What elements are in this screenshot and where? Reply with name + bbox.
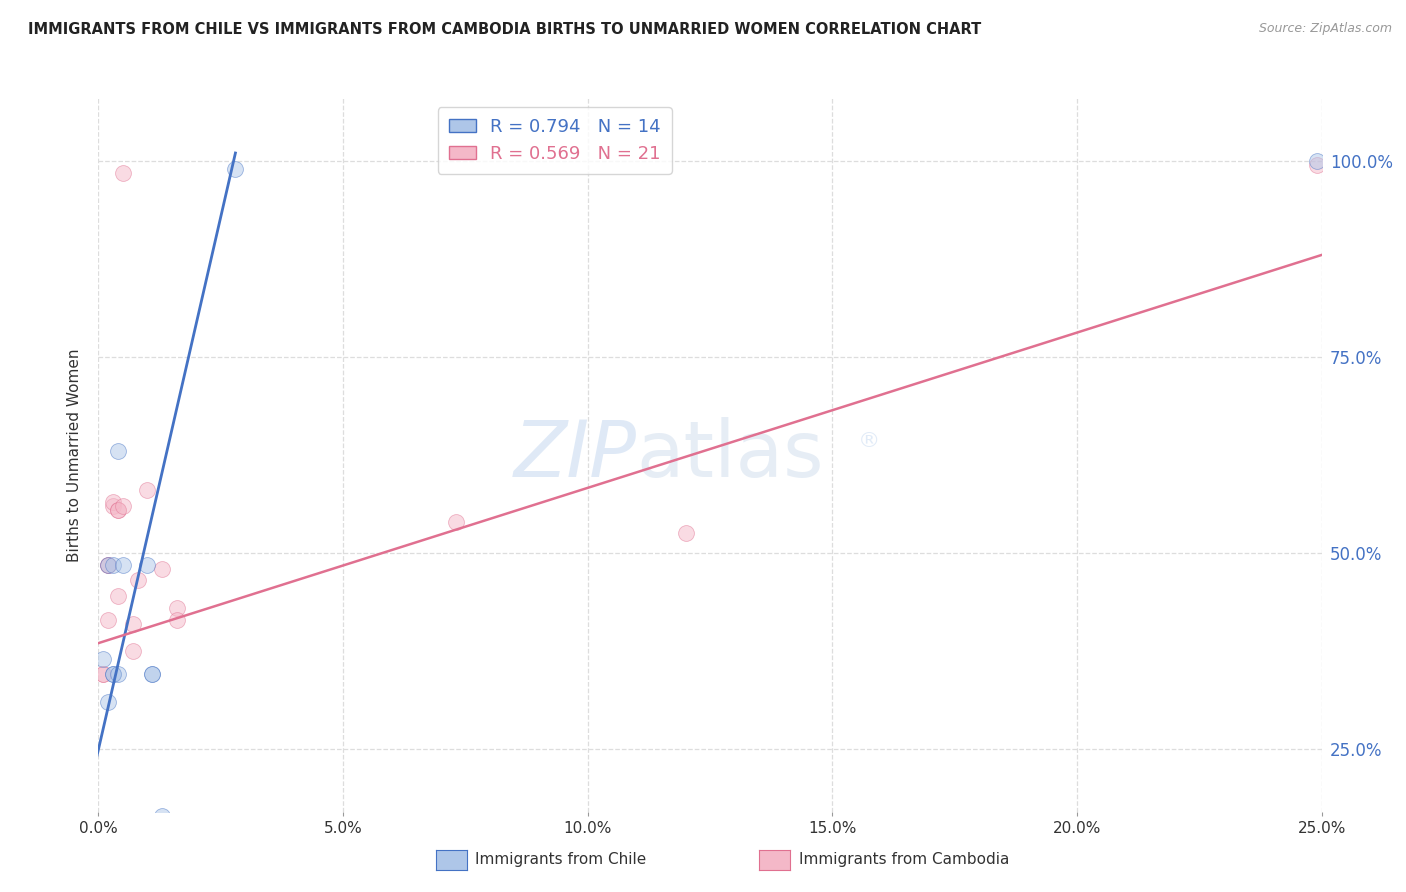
Point bbox=[91, 667, 114, 681]
Point bbox=[107, 667, 129, 681]
Y-axis label: Births to Unmarried Women: Births to Unmarried Women bbox=[67, 348, 83, 562]
Point bbox=[166, 600, 188, 615]
Legend: R = 0.794   N = 14, R = 0.569   N = 21: R = 0.794 N = 14, R = 0.569 N = 21 bbox=[437, 107, 672, 174]
Text: ZIP: ZIP bbox=[513, 417, 637, 493]
Point bbox=[675, 526, 697, 541]
Point bbox=[101, 558, 124, 572]
Point bbox=[97, 558, 120, 572]
Point bbox=[141, 667, 163, 681]
Point bbox=[150, 808, 173, 822]
Point bbox=[1306, 153, 1329, 168]
Text: ®: ® bbox=[858, 431, 880, 450]
Point bbox=[136, 483, 159, 498]
Point bbox=[127, 574, 149, 588]
Point bbox=[97, 558, 120, 572]
Point bbox=[141, 667, 163, 681]
Point bbox=[1306, 158, 1329, 172]
Point bbox=[444, 515, 467, 529]
Point bbox=[111, 166, 134, 180]
Point bbox=[97, 558, 120, 572]
Text: IMMIGRANTS FROM CHILE VS IMMIGRANTS FROM CAMBODIA BIRTHS TO UNMARRIED WOMEN CORR: IMMIGRANTS FROM CHILE VS IMMIGRANTS FROM… bbox=[28, 22, 981, 37]
Point bbox=[166, 613, 188, 627]
Text: Immigrants from Cambodia: Immigrants from Cambodia bbox=[799, 853, 1010, 867]
Point bbox=[101, 499, 124, 513]
Point bbox=[107, 589, 129, 603]
Point bbox=[121, 616, 143, 631]
Point bbox=[97, 695, 120, 709]
Point bbox=[101, 495, 124, 509]
Point bbox=[107, 503, 129, 517]
Point bbox=[91, 667, 114, 681]
Point bbox=[136, 558, 159, 572]
Point bbox=[121, 644, 143, 658]
Point bbox=[97, 613, 120, 627]
Point bbox=[101, 667, 124, 681]
Point bbox=[224, 161, 246, 176]
Text: atlas: atlas bbox=[637, 417, 824, 493]
Point bbox=[91, 652, 114, 666]
Point bbox=[107, 444, 129, 458]
Text: Immigrants from Chile: Immigrants from Chile bbox=[475, 853, 647, 867]
Point bbox=[111, 558, 134, 572]
Point bbox=[107, 503, 129, 517]
Text: Source: ZipAtlas.com: Source: ZipAtlas.com bbox=[1258, 22, 1392, 36]
Point bbox=[150, 561, 173, 575]
Point bbox=[101, 667, 124, 681]
Point bbox=[111, 499, 134, 513]
